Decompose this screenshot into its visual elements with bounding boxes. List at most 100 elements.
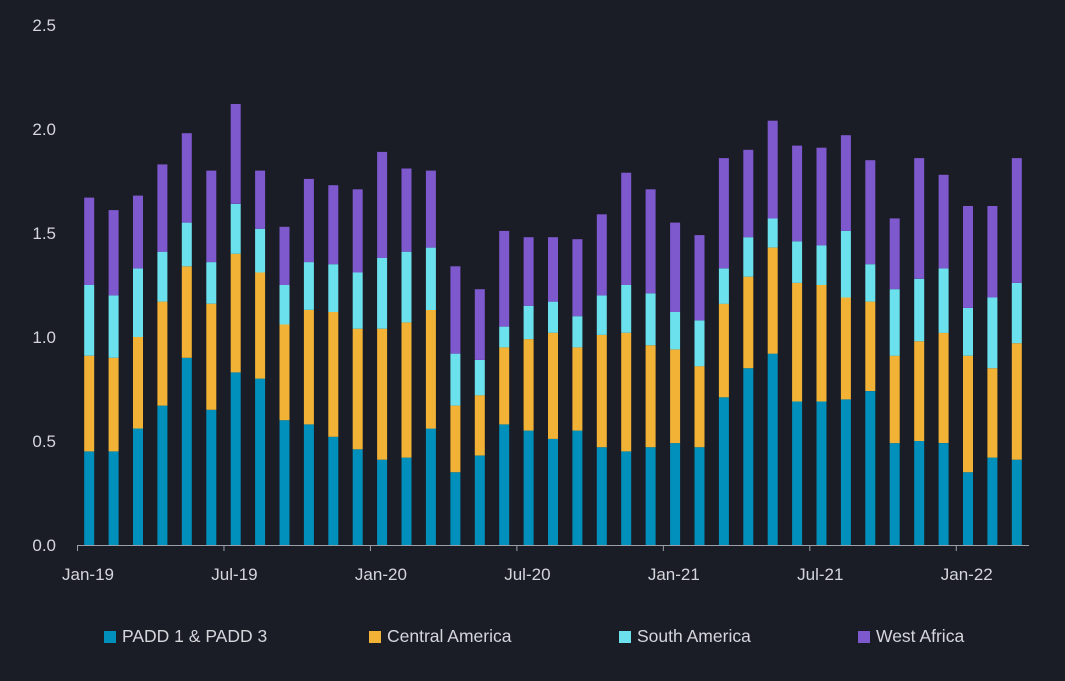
bar-segment-padd-1-padd-3-jun-19 (206, 409, 217, 545)
bar-segment-south-america-nov-19 (328, 264, 339, 312)
bar-segment-south-america-jan-22 (963, 307, 973, 356)
x-tick-label: Jan-19 (62, 565, 114, 584)
bar-segment-padd-1-padd-3-aug-20 (548, 438, 558, 545)
bar-segment-west-africa-jul-19 (230, 104, 241, 204)
bar-segment-padd-1-padd-3-jan-20 (377, 459, 388, 545)
bar-segment-west-africa-mar-22 (1011, 158, 1022, 283)
bar-segment-padd-1-padd-3-jul-21 (816, 401, 827, 545)
x-tick-label: Jan-20 (355, 565, 407, 584)
legend-item-central-america: Central America (369, 626, 512, 647)
bar-segment-west-africa-nov-20 (621, 172, 632, 285)
bar-segment-south-america-oct-19 (303, 262, 314, 310)
bar-segment-padd-1-padd-3-jan-22 (963, 472, 973, 545)
bar-segment-central-america-sep-19 (279, 324, 290, 421)
bar-segment-west-africa-nov-19 (328, 185, 339, 265)
bar-segment-west-africa-oct-19 (303, 178, 314, 263)
bar-segment-south-america-dec-20 (645, 293, 656, 346)
x-tick-label: Jul-19 (211, 565, 257, 584)
bar-segment-west-africa-feb-21 (694, 235, 705, 321)
bar-segment-central-america-dec-19 (352, 328, 363, 450)
bar-segment-central-america-jun-19 (206, 303, 217, 410)
bar-segment-west-africa-jun-20 (499, 230, 510, 327)
bar-segment-central-america-jan-22 (963, 355, 973, 473)
bar-segment-west-africa-nov-21 (914, 158, 925, 279)
bar-segment-central-america-feb-21 (694, 366, 705, 448)
bar-segment-padd-1-padd-3-apr-20 (450, 472, 461, 545)
bar-segment-padd-1-padd-3-nov-20 (621, 451, 632, 545)
bar-segment-south-america-dec-21 (938, 268, 949, 333)
legend-label-padd: PADD 1 & PADD 3 (122, 626, 268, 646)
bar-segment-south-america-feb-21 (694, 320, 705, 367)
bar-segment-padd-1-padd-3-aug-21 (840, 399, 851, 545)
bar-segment-central-america-oct-19 (303, 310, 314, 425)
bar-segment-central-america-feb-22 (987, 368, 998, 458)
bar-segment-padd-1-padd-3-mar-19 (133, 428, 143, 545)
bar-segment-south-america-aug-20 (548, 301, 558, 333)
bar-segment-south-america-mar-22 (1011, 282, 1022, 344)
bar-segment-central-america-aug-21 (840, 297, 851, 400)
legend-swatch-west-africa (858, 630, 870, 643)
bar-segment-padd-1-padd-3-dec-19 (352, 449, 363, 545)
bar-segment-south-america-apr-20 (450, 353, 461, 406)
bar-segment-padd-1-padd-3-oct-20 (596, 447, 607, 545)
bar-segment-west-africa-jul-21 (816, 147, 827, 246)
bar-segment-padd-1-padd-3-oct-21 (889, 443, 900, 545)
legend-item-west-africa: West Africa (858, 626, 964, 647)
bar-segment-south-america-jul-19 (230, 203, 241, 254)
x-tick-label: Jul-20 (504, 565, 550, 584)
bar-segment-west-africa-jan-20 (377, 151, 388, 258)
bar-segment-west-africa-jul-20 (523, 237, 534, 306)
bar-segment-central-america-jul-20 (523, 339, 534, 431)
bar-segment-padd-1-padd-3-jun-20 (499, 424, 510, 545)
bar-segment-padd-1-padd-3-nov-19 (328, 436, 339, 545)
bar-segment-south-america-sep-19 (279, 285, 290, 325)
bar-segment-padd-1-padd-3-may-20 (474, 455, 485, 545)
bar-segment-south-america-jun-19 (206, 262, 217, 304)
bar-segment-west-africa-dec-21 (938, 174, 949, 269)
bar-segment-west-africa-jan-21 (670, 222, 681, 312)
legend: PADD 1 & PADD 3 Central America South Am… (0, 626, 1065, 652)
legend-swatch-south-america (619, 630, 631, 643)
legend-swatch-padd (104, 630, 116, 643)
bar-segment-padd-1-padd-3-jan-21 (670, 443, 681, 545)
bar-segment-west-africa-sep-20 (572, 239, 583, 317)
bar-segment-padd-1-padd-3-sep-19 (279, 420, 290, 545)
bar-segment-west-africa-mar-20 (425, 170, 436, 248)
bar-segment-padd-1-padd-3-apr-19 (157, 405, 168, 545)
bar-segment-west-africa-may-19 (181, 133, 192, 223)
bar-segment-padd-1-padd-3-may-21 (767, 353, 778, 545)
bar-segment-south-america-nov-21 (914, 278, 925, 342)
bar-segment-south-america-nov-20 (621, 285, 632, 333)
legend-item-padd: PADD 1 & PADD 3 (104, 626, 267, 647)
bar-segment-padd-1-padd-3-jun-21 (792, 401, 803, 545)
bar-segment-padd-1-padd-3-sep-20 (572, 430, 583, 545)
bar-segment-central-america-dec-20 (645, 345, 656, 448)
bar-segment-south-america-sep-21 (865, 264, 876, 302)
bar-segment-central-america-may-19 (181, 266, 192, 358)
bar-segment-padd-1-padd-3-oct-19 (303, 424, 314, 545)
bar-segment-west-africa-dec-20 (645, 189, 656, 294)
bar-segment-west-africa-may-20 (474, 289, 485, 360)
bar-segment-padd-1-padd-3-jul-19 (230, 372, 241, 545)
bar-segment-central-america-jun-21 (792, 282, 803, 402)
bar-segment-padd-1-padd-3-feb-20 (401, 457, 412, 545)
bar-segment-central-america-apr-20 (450, 405, 461, 473)
bar-segment-south-america-apr-19 (157, 251, 168, 302)
bar-segment-padd-1-padd-3-nov-21 (914, 441, 925, 545)
bar-segment-south-america-aug-19 (255, 228, 266, 273)
x-tick-label: Jan-22 (941, 565, 993, 584)
bar-segment-central-america-sep-21 (865, 301, 876, 391)
bar-segment-west-africa-may-21 (767, 120, 778, 219)
bar-segment-west-africa-oct-20 (596, 214, 607, 296)
bar-segment-padd-1-padd-3-may-19 (181, 357, 192, 545)
y-tick-label: 1.5 (32, 224, 56, 243)
bar-segment-west-africa-dec-19 (352, 189, 363, 273)
bar-segment-central-america-oct-21 (889, 355, 900, 444)
bar-segment-south-america-aug-21 (840, 230, 851, 298)
bar-segment-south-america-feb-22 (987, 297, 998, 369)
bar-segment-west-africa-sep-19 (279, 226, 290, 285)
bar-segment-padd-1-padd-3-mar-22 (1011, 459, 1022, 545)
bar-segment-central-america-nov-20 (621, 332, 632, 452)
bar-segment-padd-1-padd-3-aug-19 (255, 378, 266, 545)
legend-item-south-america: South America (619, 626, 751, 647)
